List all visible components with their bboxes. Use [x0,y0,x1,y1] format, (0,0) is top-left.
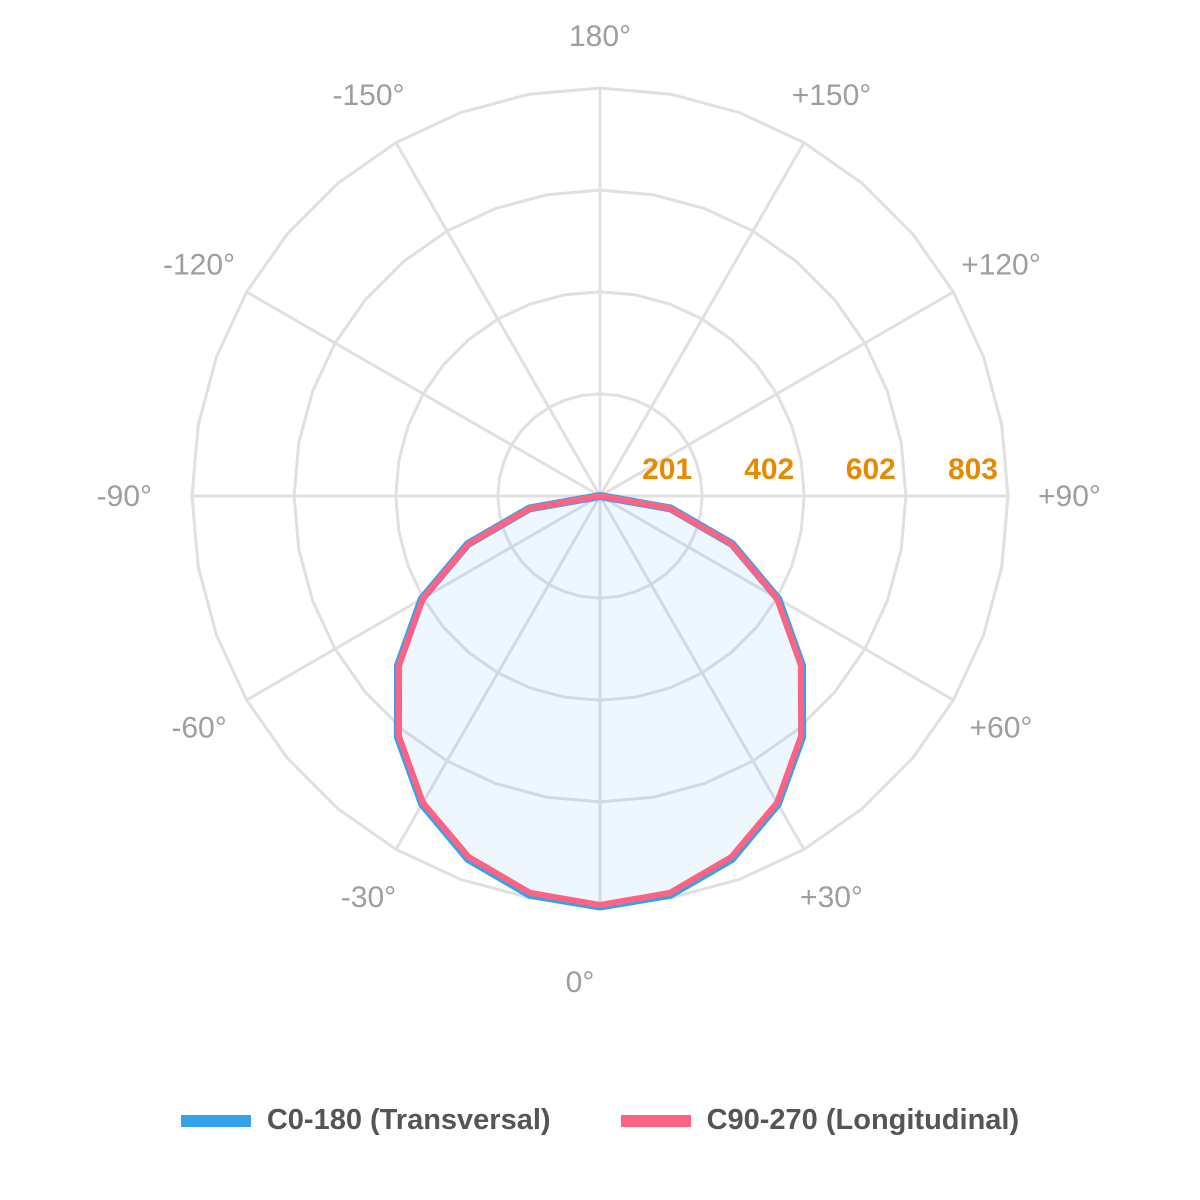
legend-item-c0-180[interactable]: C0-180 (Transversal) [180,1104,551,1137]
grid-spoke [598,495,806,851]
angle-label: +120° [961,249,1041,282]
angle-label: -120° [163,249,235,282]
angle-label: 0° [566,966,595,999]
radial-tick-label: 602 [846,453,896,486]
angle-label: -150° [332,79,404,112]
angle-label: -90° [97,480,152,513]
radial-tick-label: 402 [744,453,794,486]
grid-spoke [245,290,601,498]
legend-swatch-pink [620,1114,691,1127]
angle-label: +150° [792,79,872,112]
grid-spoke [394,141,602,497]
legend-item-c90-270[interactable]: C90-270 (Longitudinal) [620,1104,1020,1137]
legend-label: C90-270 (Longitudinal) [706,1104,1020,1136]
angle-label: +60° [970,712,1033,745]
angle-label: -60° [171,712,226,745]
grid-spoke [598,141,806,497]
angle-label: -30° [341,881,396,914]
angle-label: 180° [569,20,631,53]
angle-label: +30° [800,881,863,914]
angle-label: +90° [1038,480,1101,513]
legend-swatch-blue [180,1114,251,1127]
series-line-c90-270 [395,493,805,909]
grid-spoke [394,495,602,851]
grid-spoke [599,290,955,498]
radial-tick-label: 201 [642,453,692,486]
legend: C0-180 (Transversal) C90-270 (Longitudin… [0,1104,1200,1137]
legend-label: C0-180 (Transversal) [266,1104,551,1136]
radial-tick-label: 803 [948,453,998,486]
